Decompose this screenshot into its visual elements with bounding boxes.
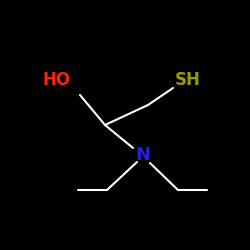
- Text: N: N: [136, 146, 150, 164]
- Text: SH: SH: [175, 71, 201, 89]
- Text: HO: HO: [43, 71, 71, 89]
